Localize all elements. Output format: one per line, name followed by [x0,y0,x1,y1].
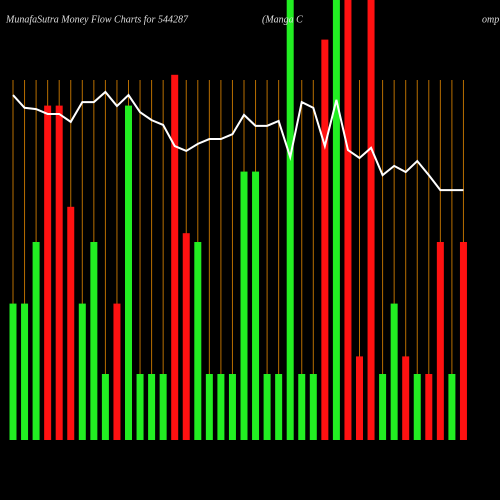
bar [171,74,179,441]
bar [148,374,156,440]
bar [113,303,121,440]
bar [136,374,144,440]
bar [275,374,283,440]
bar [101,374,109,440]
bar [263,374,271,440]
chart-title: MunafaSutra Money Flow Charts for 544287 [5,14,189,25]
bar [332,0,340,440]
bar [436,242,444,440]
bar [205,374,213,440]
bar [67,206,75,440]
bar [55,105,63,440]
bar [90,242,98,440]
bar [217,374,225,440]
bar [159,374,167,440]
bar [425,374,433,440]
bar [252,171,260,440]
chart-subtitle: (Manga C [262,14,303,25]
bars [9,0,467,441]
bar [125,105,132,440]
bar [78,303,86,440]
bar [182,233,190,440]
bar [402,356,410,440]
bar [413,374,421,440]
bar [344,0,352,440]
bar [367,0,375,440]
bar [21,303,29,440]
bar [309,374,317,440]
bar [356,356,363,440]
bar [459,242,467,440]
bar [228,374,236,440]
bar [194,242,202,440]
line-layer [12,90,464,192]
bar [9,303,17,440]
bar [286,0,294,440]
bar [32,242,40,440]
bar [379,374,387,440]
bar [321,39,329,440]
bar [448,374,456,440]
bar [390,303,398,440]
bar [44,105,52,440]
bar [298,374,306,440]
chart-subtitle-tail: omp [482,14,499,25]
price-line [12,90,464,192]
bar [240,171,248,440]
